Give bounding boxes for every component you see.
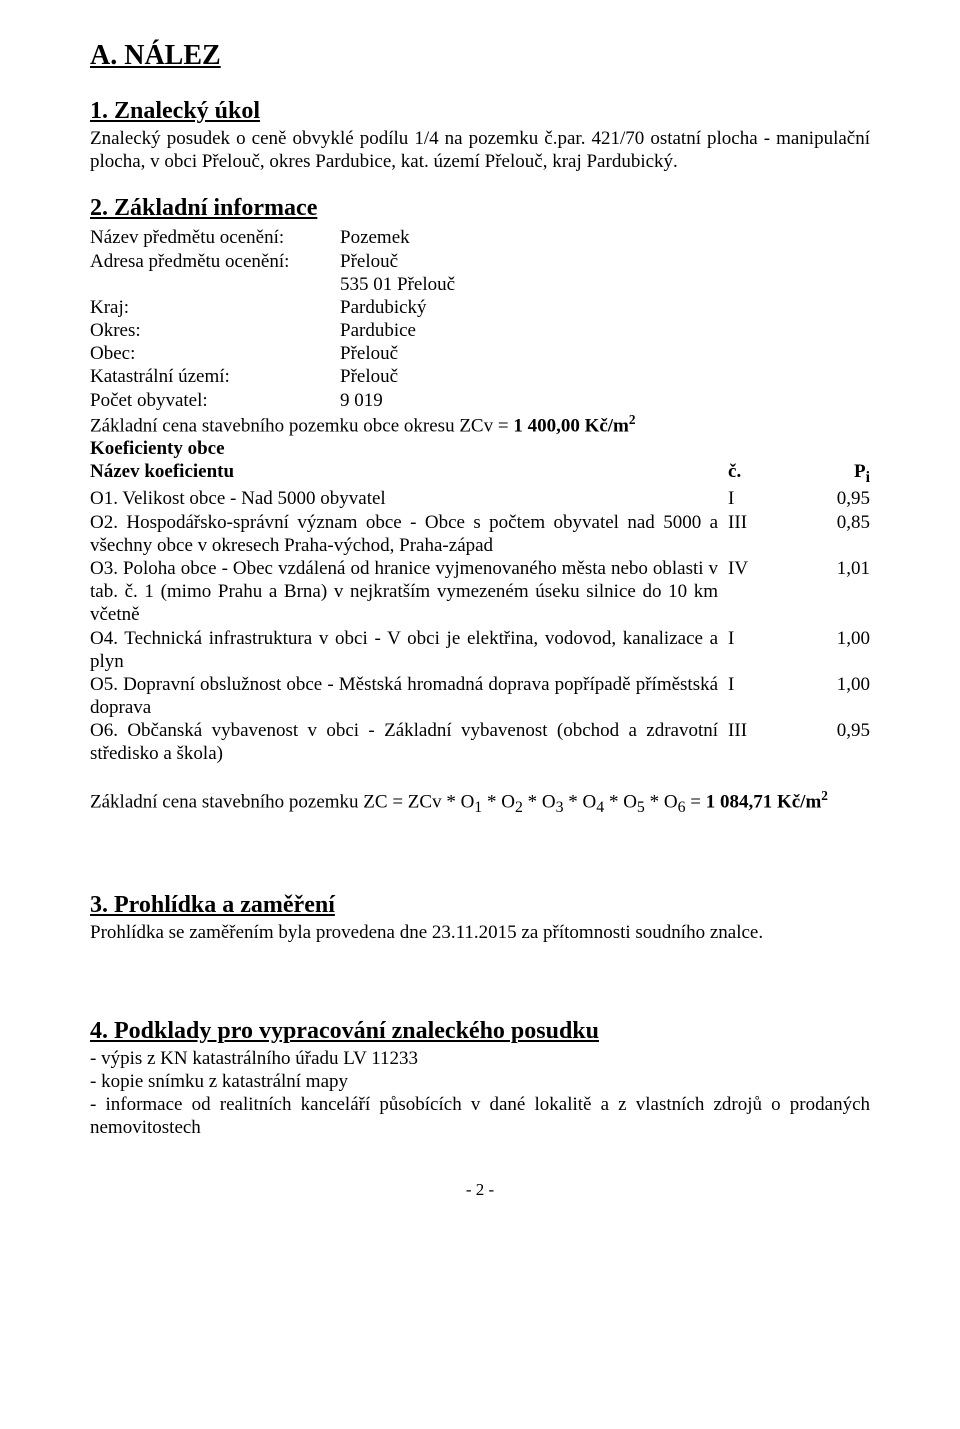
coef-head-p-sub: i [866, 469, 870, 486]
formula-sub-5: 5 [637, 799, 645, 816]
coef-o5-c: I [718, 673, 809, 719]
coef-o2-txt: O2. Hospodářsko-správní význam obce - Ob… [90, 511, 718, 557]
formula-sup: 2 [821, 788, 828, 803]
heading-s4: 4. Podklady pro vypracování znaleckého p… [90, 1018, 870, 1045]
coef-o6-p: 0,95 [809, 719, 870, 765]
kv-key: Počet obyvatel: [90, 389, 340, 412]
coef-o4-c: I [718, 627, 809, 673]
kv-key: Kraj: [90, 296, 340, 319]
coef-o2-p: 0,85 [809, 511, 870, 557]
coef-o6-c: III [718, 719, 809, 765]
coef-head-p-txt: P [854, 461, 866, 482]
zcv-line: Základní cena stavebního pozemku obce ok… [90, 412, 870, 438]
coef-head-c: č. [718, 460, 809, 487]
kv-key: Název předmětu ocenění: [90, 226, 340, 249]
koef-header: Koeficienty obce [90, 437, 870, 460]
kv-key: Okres: [90, 319, 340, 342]
kv-val: Přelouč [340, 250, 455, 273]
kv-val: Pozemek [340, 226, 455, 249]
coef-o4-p: 1,00 [809, 627, 870, 673]
heading-main: A. NÁLEZ [90, 40, 870, 72]
kv-key: Obec: [90, 342, 340, 365]
kv-val: 535 01 Přelouč [340, 273, 455, 296]
coef-head-name: Název koeficientu [90, 460, 718, 487]
coef-o1-txt: O1. Velikost obce - Nad 5000 obyvatel [90, 487, 718, 510]
formula-mul: * O [564, 791, 597, 812]
formula-mul: * O [604, 791, 637, 812]
coef-head-p: Pi [809, 460, 870, 487]
formula-mul: * O [645, 791, 678, 812]
formula-mul: * O [523, 791, 556, 812]
zcv-prefix: Základní cena stavebního pozemku obce ok… [90, 415, 513, 436]
s4-line-3: - informace od realitních kanceláří půso… [90, 1093, 870, 1139]
formula-val: 1 084,71 Kč/m [706, 791, 822, 812]
formula-sub-6: 6 [678, 799, 686, 816]
s3-paragraph: Prohlídka se zaměřením byla provedena dn… [90, 921, 870, 944]
coef-o3-p: 1,01 [809, 557, 870, 627]
formula-line: Základní cena stavebního pozemku ZC = ZC… [90, 788, 870, 817]
kv-val: 9 019 [340, 389, 455, 412]
kv-key: Katastrální území: [90, 365, 340, 388]
coef-o2-c: III [718, 511, 809, 557]
kv-key [90, 273, 340, 296]
formula-mul: * O [482, 791, 515, 812]
kv-table: Název předmětu ocenění: Pozemek Adresa p… [90, 226, 455, 411]
coef-o4-txt: O4. Technická infrastruktura v obci - V … [90, 627, 718, 673]
zcv-value: 1 400,00 Kč/m [513, 415, 629, 436]
kv-val: Pardubice [340, 319, 455, 342]
kv-key: Adresa předmětu ocenění: [90, 250, 340, 273]
coef-o3-txt: O3. Poloha obce - Obec vzdálená od hrani… [90, 557, 718, 627]
coef-o5-txt: O5. Dopravní obslužnost obce - Městská h… [90, 673, 718, 719]
kv-val: Přelouč [340, 365, 455, 388]
coef-o3-c: IV [718, 557, 809, 627]
coef-o1-c: I [718, 487, 809, 510]
coef-o1-p: 0,95 [809, 487, 870, 510]
formula-sub-3: 3 [556, 799, 564, 816]
heading-s2: 2. Základní informace [90, 195, 870, 222]
formula-prefix: Základní cena stavebního pozemku ZC = ZC… [90, 791, 474, 812]
s1-paragraph: Znalecký posudek o ceně obvyklé podílu 1… [90, 127, 870, 173]
zcv-sup: 2 [629, 412, 636, 427]
formula-sub-4: 4 [596, 799, 604, 816]
s4-line-1: - výpis z KN katastrálního úřadu LV 1123… [90, 1047, 870, 1070]
formula-eq: = [686, 791, 706, 812]
kv-val: Pardubický [340, 296, 455, 319]
coef-o6-txt: O6. Občanská vybavenost v obci - Základn… [90, 719, 718, 765]
page-number: - 2 - [90, 1180, 870, 1200]
heading-s3: 3. Prohlídka a zaměření [90, 892, 870, 919]
coef-o5-p: 1,00 [809, 673, 870, 719]
s4-line-2: - kopie snímku z katastrální mapy [90, 1070, 870, 1093]
coef-table: Název koeficientu č. Pi O1. Velikost obc… [90, 460, 870, 765]
heading-s1: 1. Znalecký úkol [90, 98, 870, 125]
formula-sub-2: 2 [515, 799, 523, 816]
kv-val: Přelouč [340, 342, 455, 365]
